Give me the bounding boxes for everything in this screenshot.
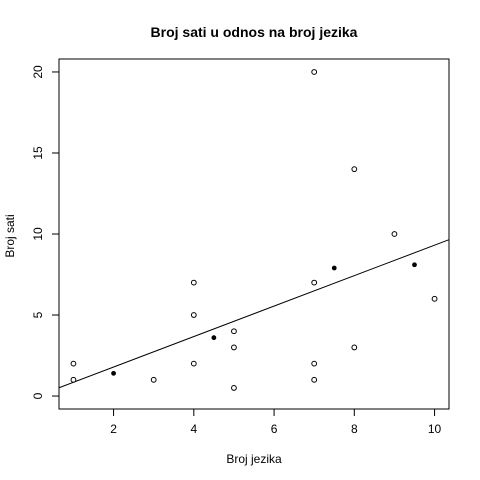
data-point (391, 231, 398, 237)
data-point (311, 279, 318, 286)
x-tick-label: 8 (351, 422, 358, 436)
data-point (231, 328, 237, 335)
y-tick-label: 0 (31, 392, 45, 399)
data-point (70, 360, 77, 367)
data-point (311, 360, 318, 367)
y-tick-label: 10 (31, 227, 45, 241)
data-point (231, 385, 237, 391)
regression-line (58, 239, 450, 389)
x-tick-label: 6 (271, 422, 278, 436)
x-axis-label: Broj jezika (226, 452, 282, 466)
data-point (431, 295, 438, 302)
x-tick-label: 10 (428, 422, 442, 436)
x-tick-label: 2 (110, 422, 117, 436)
data-point (190, 279, 197, 286)
data-point (190, 360, 197, 367)
mean-point (331, 265, 337, 271)
data-point (311, 376, 318, 383)
x-tick-label: 4 (190, 422, 197, 436)
plot-area: 2 4 6 8 10 0 5 10 15 20 (31, 58, 450, 436)
data-point (351, 344, 358, 351)
data-point (231, 344, 237, 351)
mean-point (412, 262, 417, 268)
y-tick-label: 20 (31, 65, 45, 79)
data-point (351, 166, 358, 173)
data-point (190, 312, 197, 318)
data-point (311, 69, 318, 75)
data-point (150, 376, 157, 383)
chart-title: Broj sati u odnos na broj jezika (151, 24, 358, 40)
y-axis-label: Broj sati (3, 214, 17, 257)
plot-frame (58, 58, 450, 410)
mean-point (211, 335, 217, 341)
y-tick-label: 15 (31, 146, 45, 160)
data-point (70, 376, 77, 383)
mean-point (111, 370, 116, 376)
y-tick-label: 5 (31, 311, 45, 318)
